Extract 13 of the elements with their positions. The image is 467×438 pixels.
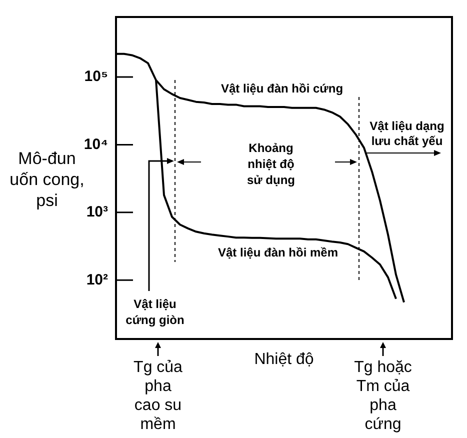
annotation: Vật liệu dạng lưu chất yếu xyxy=(370,119,444,149)
text: Tg hoặc Tm của pha cứng xyxy=(354,358,412,434)
series-label: Vật liệu đàn hồi mềm xyxy=(218,245,338,260)
y-tick-label: 10³ xyxy=(86,204,108,221)
y-tick-label: 10² xyxy=(86,271,108,288)
x-axis-title: Nhiệt độ xyxy=(254,350,314,369)
y-tick-label: 10⁵ xyxy=(84,68,108,86)
y-tick-label: 10⁴ xyxy=(84,136,108,153)
text: Tg của pha cao su mềm xyxy=(134,358,182,434)
series-label: Vật liệu đàn hồi cứng xyxy=(220,81,344,96)
y-axis-title: Mô-đun uốn cong, psi xyxy=(10,148,84,211)
annotation: Vật liệu cứng giòn xyxy=(126,296,184,328)
annotation: Khoảng nhiệt độ sử dụng xyxy=(246,140,296,188)
